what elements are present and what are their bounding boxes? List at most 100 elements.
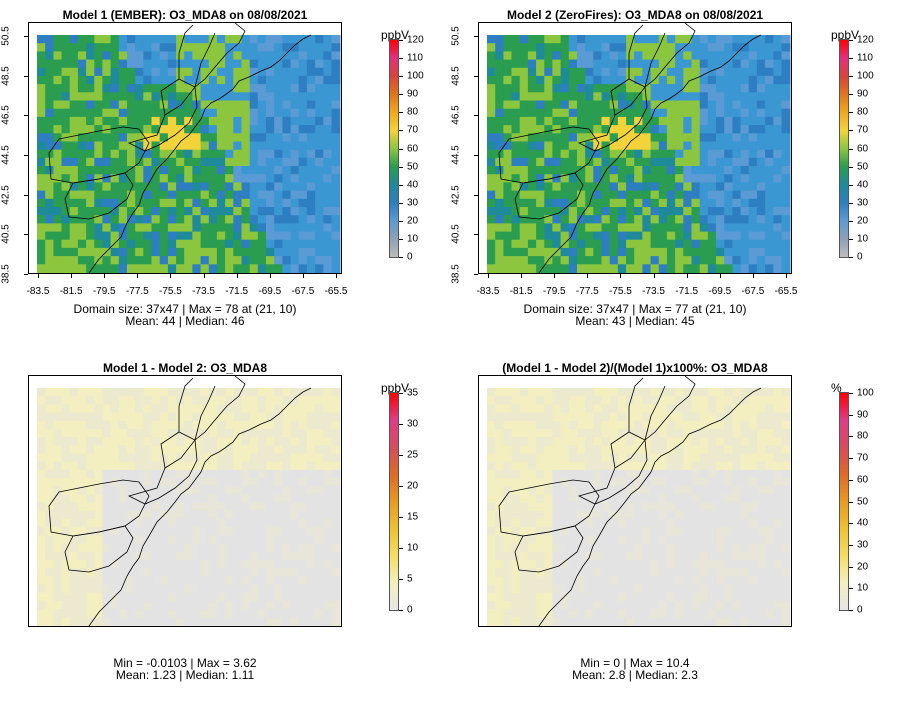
legend-tick <box>399 112 403 114</box>
legend-tick <box>399 455 403 456</box>
legend-tick-label: 25 <box>407 449 419 461</box>
y-tick <box>24 75 28 77</box>
gridded-field <box>37 35 341 273</box>
legend-tick-label: 50 <box>857 161 869 173</box>
legend-tick-label: 30 <box>407 197 419 209</box>
legend-tick-label: 100 <box>857 387 874 399</box>
color-legend: % 100 90 80 70 60 50 40 30 20 10 0 <box>831 381 891 621</box>
stats-line-2: Mean: 1.23 | Median: 1.11 <box>115 668 255 682</box>
map-panel-difference: Model 1 - Model 2: O3_MDA8 Min = -0.0103… <box>0 353 450 706</box>
x-tick-label: -77.5 <box>125 286 149 297</box>
stats-line-1: Domain size: 37x47 | Max = 78 at (21, 10… <box>73 302 297 316</box>
y-tick-label: 42.5 <box>450 184 462 205</box>
legend-tick-label: 10 <box>857 582 869 594</box>
legend-tick <box>849 220 853 222</box>
legend-tick-label: 0 <box>857 251 863 263</box>
legend-tick <box>399 610 403 611</box>
legend-tick <box>849 257 853 258</box>
map-canvas <box>487 376 791 626</box>
legend-tick <box>399 238 403 240</box>
x-tick-label: -69.5 <box>708 286 732 297</box>
y-tick <box>24 36 28 37</box>
y-tick-label: 42.5 <box>0 184 12 205</box>
map-canvas <box>37 376 341 626</box>
x-tick <box>71 274 73 278</box>
legend-tick-label: 0 <box>407 251 413 263</box>
x-tick-label: -81.5 <box>509 286 533 297</box>
coastline <box>538 387 762 626</box>
x-tick-label: -71.5 <box>675 286 699 297</box>
y-tick <box>474 75 478 77</box>
state-outline <box>577 78 648 152</box>
y-tick-label: 44.5 <box>450 145 462 165</box>
x-tick-label: -65.5 <box>774 286 798 297</box>
legend-tick-label: 0 <box>407 604 413 616</box>
state-outline <box>178 377 194 432</box>
legend-tick-label: 10 <box>407 233 419 245</box>
legend-tick <box>849 238 853 240</box>
legend-tick <box>849 76 853 78</box>
panel-title: (Model 1 - Model 2)/(Model 1)x100%: O3_M… <box>502 361 768 375</box>
x-tick <box>686 274 688 278</box>
legend-tick-label: 15 <box>407 511 419 523</box>
legend-tick <box>849 40 853 41</box>
gridded-field <box>487 35 791 273</box>
state-outline <box>628 377 644 432</box>
y-tick <box>24 274 28 275</box>
legend-tick-label: 120 <box>407 34 424 46</box>
x-tick <box>752 274 754 278</box>
legend-tick-label: 30 <box>407 418 419 430</box>
gridded-field <box>487 388 791 626</box>
y-tick <box>474 115 478 117</box>
map-canvas <box>487 23 791 273</box>
x-tick-label: -67.5 <box>741 286 765 297</box>
state-outline <box>514 172 584 220</box>
legend-colorbar <box>839 39 849 258</box>
gridded-field <box>37 388 341 626</box>
legend-tick-label: 70 <box>857 452 869 464</box>
legend-tick-label: 10 <box>857 233 869 245</box>
x-tick <box>170 274 172 278</box>
legend-tick <box>849 479 853 481</box>
legend-tick <box>849 523 853 525</box>
y-tick-label: 38.5 <box>450 264 462 284</box>
color-legend: ppbV 120 110 100 90 80 70 60 50 40 30 20 10 0 <box>831 28 891 268</box>
x-tick-label: -75.5 <box>159 286 182 297</box>
legend-tick-label: 60 <box>857 143 869 154</box>
x-tick <box>137 274 139 278</box>
legend-tick <box>399 202 403 204</box>
legend-tick-label: 110 <box>407 52 423 64</box>
legend-ticks: 35 30 25 20 15 10 5 0 <box>399 388 439 616</box>
map-panel-percent-difference: (Model 1 - Model 2)/(Model 1)x100%: O3_M… <box>450 353 900 706</box>
legend-tick <box>849 166 853 168</box>
legend-tick-label: 70 <box>857 124 869 136</box>
x-tick-label: -81.5 <box>59 286 83 297</box>
legend-tick <box>399 486 403 487</box>
legend-tick-label: 60 <box>407 143 419 154</box>
legend-tick-label: 10 <box>407 542 419 554</box>
y-tick-label: 50.5 <box>0 26 12 46</box>
coastline <box>88 387 312 626</box>
state-boundaries <box>498 376 762 626</box>
legend-tick-label: 20 <box>407 215 419 227</box>
x-tick <box>786 274 787 278</box>
state-outline <box>577 431 648 505</box>
stats-line-1: Min = -0.0103 | Max = 3.62 <box>113 656 257 670</box>
state-outline <box>614 23 696 116</box>
x-tick-label: -79.5 <box>542 286 566 297</box>
stats-line-1: Min = 0 | Max = 10.4 <box>580 656 690 670</box>
map-plot-area <box>478 375 792 627</box>
y-tick-label: 40.5 <box>0 224 12 245</box>
state-outline <box>64 525 134 573</box>
x-tick-label: -75.5 <box>609 286 632 297</box>
state-outline <box>164 23 246 116</box>
x-tick <box>104 274 106 278</box>
y-tick <box>474 155 478 156</box>
legend-tick-label: 100 <box>857 70 874 82</box>
y-tick-label: 48.5 <box>0 65 12 86</box>
legend-tick-label: 20 <box>857 561 869 573</box>
legend-colorbar <box>389 392 399 611</box>
legend-tick <box>399 220 403 222</box>
legend-tick <box>849 112 853 114</box>
y-tick <box>24 194 28 196</box>
